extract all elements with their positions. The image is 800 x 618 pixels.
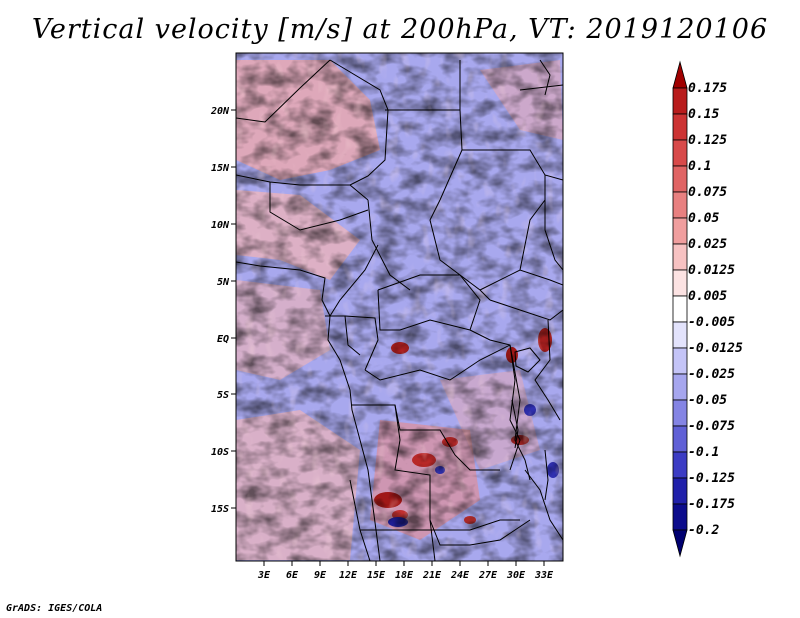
colorbar-label: 0.15 [688, 107, 719, 122]
colorbar-label: 0.1 [688, 159, 711, 174]
colorbar-swatch [672, 87, 688, 115]
longitude-axis [263, 561, 545, 566]
colorbar-swatch [672, 295, 688, 323]
colorbar-swatch [672, 139, 688, 167]
colorbar-swatch [672, 217, 688, 245]
colorbar-swatch [672, 321, 688, 349]
lat-label-5n: 5N [217, 277, 230, 288]
colorbar-swatch [672, 373, 688, 401]
colorbar-swatch [672, 503, 688, 531]
colorbar-label: 0.025 [688, 237, 727, 252]
colorbar-label: -0.05 [688, 393, 727, 408]
lat-label-15s: 15S [211, 504, 229, 515]
colorbar-swatch [672, 477, 688, 505]
lon-label-30e: 30E [506, 570, 526, 581]
map-frame [235, 52, 564, 562]
lat-label-5s: 5S [217, 390, 229, 401]
colorbar-swatch [672, 113, 688, 141]
lon-label-12e: 12E [339, 570, 358, 581]
colorbar-top-arrow [672, 60, 688, 89]
colorbar-label: -0.175 [688, 497, 735, 512]
latitude-axis [231, 109, 236, 509]
colorbar-label: -0.125 [688, 471, 735, 486]
country-borders [236, 59, 563, 561]
colorbar-swatch [672, 269, 688, 297]
colorbar-labels: 0.175 0.15 0.125 0.1 0.075 0.05 0.025 0.… [688, 81, 743, 538]
velocity-field [236, 53, 563, 561]
colorbar-label: -0.005 [688, 315, 735, 330]
colorbar-label: 0.0125 [688, 263, 735, 278]
lat-label-10s: 10S [211, 447, 229, 458]
colorbar-bottom-arrow [672, 529, 688, 558]
colorbar-swatch [672, 425, 688, 453]
map-title: Vertical velocity [m/s] at 200hPa, VT: 2… [31, 14, 769, 45]
colorbar-swatch [672, 347, 688, 375]
colorbar [672, 60, 688, 558]
lon-label-24e: 24E [450, 570, 470, 581]
colorbar-label: -0.075 [688, 419, 735, 434]
colorbar-label: -0.2 [688, 523, 719, 538]
colorbar-label: 0.075 [688, 185, 727, 200]
colorbar-label: -0.025 [688, 367, 735, 382]
longitude-labels: 3E 6E 9E 12E 15E 18E 21E 24E 27E 30E 33E [257, 570, 554, 581]
lon-label-27e: 27E [478, 570, 498, 581]
lon-label-9e: 9E [314, 570, 327, 581]
lon-label-6e: 6E [286, 570, 299, 581]
latitude-labels: 20N 15N 10N 5N EQ 5S 10S 15S [210, 106, 230, 515]
lat-label-15n: 15N [211, 163, 230, 174]
colorbar-label: 0.125 [688, 133, 727, 148]
colorbar-label: -0.1 [688, 445, 719, 460]
lon-label-15e: 15E [367, 570, 386, 581]
colorbar-swatch [672, 165, 688, 193]
lon-label-18e: 18E [395, 570, 414, 581]
colorbar-label: -0.0125 [688, 341, 743, 356]
lon-label-3e: 3E [257, 570, 271, 581]
colorbar-swatch [672, 191, 688, 219]
lon-label-21e: 21E [422, 570, 442, 581]
colorbar-label: 0.05 [688, 211, 719, 226]
colorbar-swatch [672, 243, 688, 271]
lat-label-20n: 20N [210, 106, 230, 117]
colorbar-label: 0.175 [688, 81, 727, 96]
colorbar-swatch [672, 399, 688, 427]
colorbar-label: 0.005 [688, 289, 727, 304]
lat-label-10n: 10N [211, 220, 230, 231]
colorbar-swatch [672, 451, 688, 479]
lon-label-33e: 33E [534, 570, 554, 581]
lat-label-eq: EQ [217, 334, 229, 345]
grads-credit: GrADS: IGES/COLA [6, 603, 103, 614]
